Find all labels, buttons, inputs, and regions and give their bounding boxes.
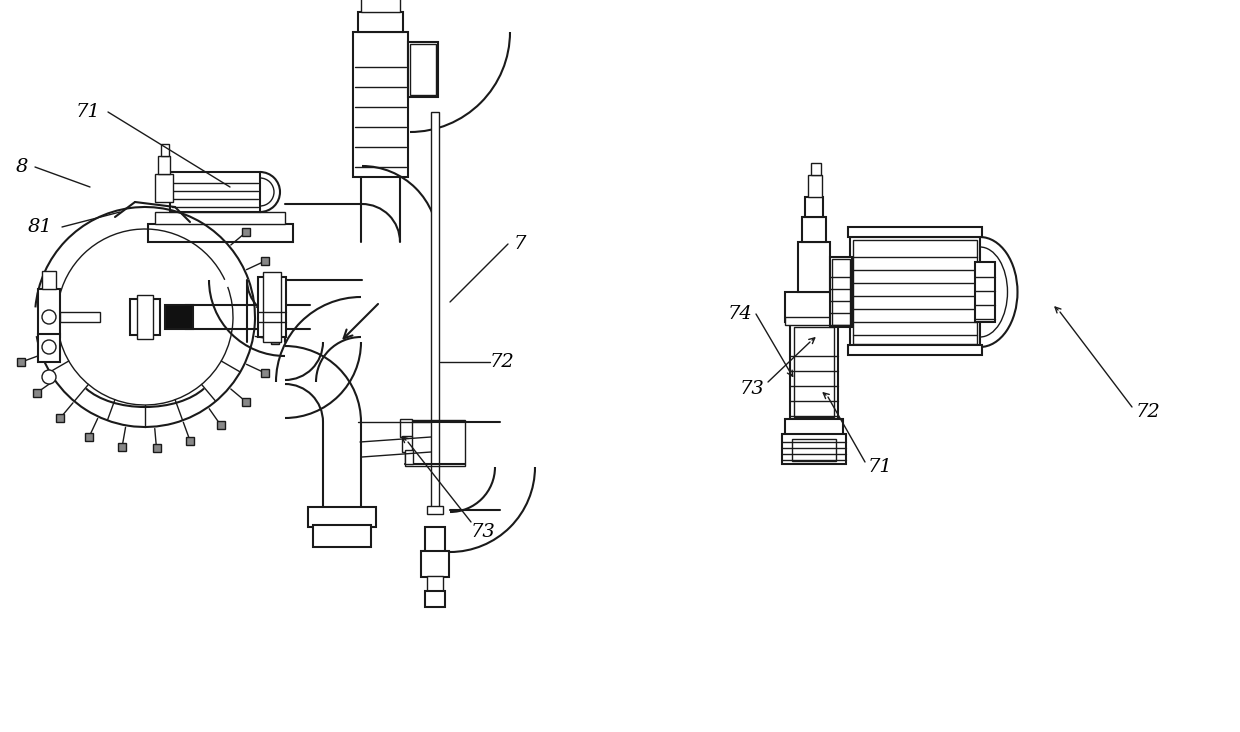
Bar [186, 437, 195, 445]
Bar [38, 334, 60, 362]
Bar [38, 289, 60, 337]
Bar [853, 240, 977, 344]
Bar [405, 450, 413, 464]
Bar [408, 42, 438, 97]
Bar [155, 212, 285, 224]
Text: 81: 81 [27, 218, 52, 236]
Bar [170, 172, 260, 212]
Circle shape [42, 310, 56, 324]
Bar [161, 144, 169, 156]
Bar [849, 237, 980, 347]
Bar [405, 420, 465, 466]
Bar [782, 434, 846, 464]
Bar [790, 322, 838, 422]
Circle shape [42, 370, 56, 384]
Bar [830, 257, 852, 327]
Text: 7: 7 [513, 235, 526, 253]
Text: 71: 71 [868, 458, 893, 476]
Bar [260, 257, 269, 265]
Bar [401, 419, 412, 437]
Bar [361, 0, 401, 12]
Text: 71: 71 [76, 103, 100, 121]
Bar [427, 576, 443, 592]
Bar [848, 345, 982, 355]
Bar [785, 292, 843, 322]
Text: 74: 74 [728, 305, 753, 323]
Bar [353, 32, 408, 177]
Bar [975, 262, 994, 322]
Bar [260, 369, 269, 377]
Bar [799, 242, 830, 292]
Bar [42, 271, 56, 289]
Bar [165, 305, 193, 329]
Bar [242, 228, 250, 236]
Bar [33, 389, 41, 397]
Bar [792, 439, 836, 461]
Bar [157, 156, 170, 174]
Text: 8: 8 [16, 158, 29, 176]
Bar [402, 436, 412, 452]
Bar [17, 358, 25, 366]
Bar [312, 525, 371, 547]
Bar [273, 302, 280, 310]
Bar [808, 175, 822, 197]
Text: 73: 73 [471, 523, 495, 541]
Bar [785, 419, 843, 437]
Bar [425, 527, 445, 552]
Bar [427, 506, 443, 514]
Bar [811, 163, 821, 175]
Bar [153, 444, 160, 452]
Bar [148, 224, 293, 242]
Bar [425, 591, 445, 607]
Bar [785, 317, 844, 325]
Bar [802, 217, 826, 242]
Bar [136, 295, 153, 339]
Bar [794, 327, 835, 417]
Bar [272, 336, 279, 344]
Circle shape [42, 340, 56, 354]
Bar [432, 112, 439, 512]
Bar [358, 12, 403, 32]
Bar [242, 398, 250, 406]
Bar [118, 443, 126, 451]
Bar [410, 44, 436, 95]
Text: 73: 73 [739, 380, 764, 398]
Bar [130, 299, 160, 335]
Text: 72: 72 [490, 353, 515, 371]
Bar [217, 421, 224, 429]
Bar [60, 312, 100, 322]
Bar [56, 414, 64, 422]
Bar [422, 551, 449, 577]
Bar [308, 507, 376, 527]
Bar [805, 197, 823, 217]
Bar [263, 272, 281, 342]
Bar [848, 227, 982, 237]
Bar [832, 259, 849, 325]
Bar [86, 433, 93, 441]
Bar [155, 174, 174, 202]
Bar [258, 277, 286, 337]
Text: 72: 72 [1136, 403, 1161, 421]
